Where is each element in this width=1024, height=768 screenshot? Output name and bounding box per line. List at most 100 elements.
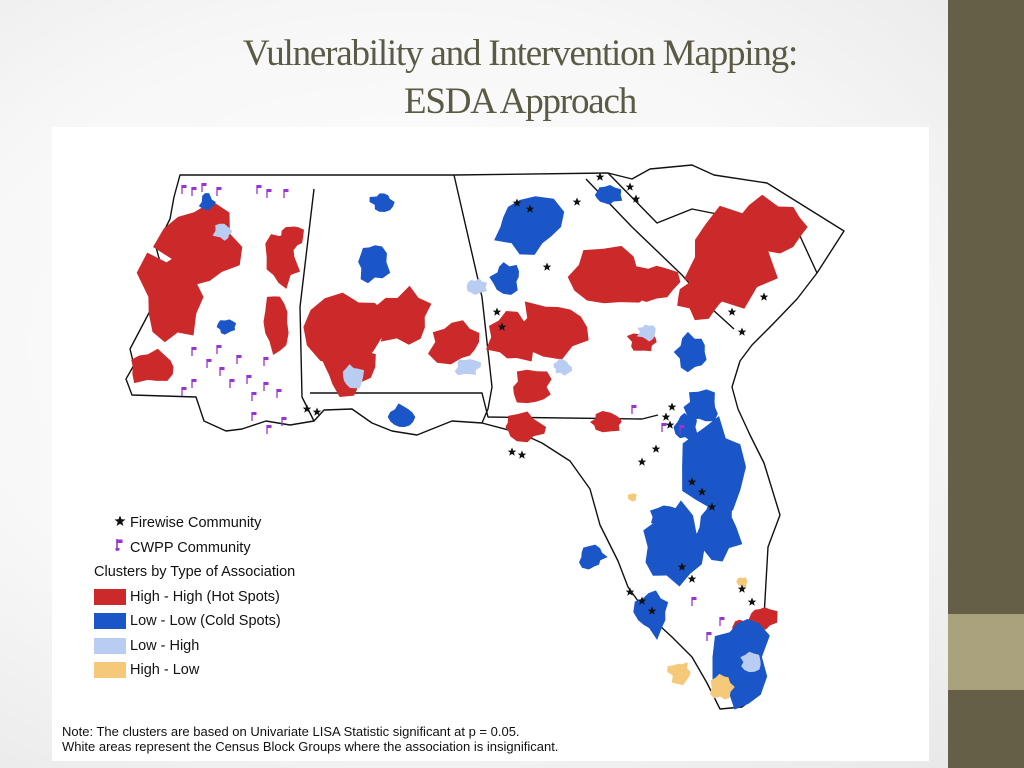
cold-spot-region [358,245,391,284]
hot-spot-region [518,301,589,360]
flag-banner [252,412,257,415]
cluster-regions [131,185,808,710]
cold-spot-region [650,505,685,532]
cwpp-flag-icon [281,417,287,426]
flag-banner [220,367,225,370]
firewise-star-icon [497,322,507,331]
firewise-star-icon [637,457,647,466]
cwpp-flag-icon [201,183,207,192]
hot-spot-region [627,265,681,302]
map-note: Note: The clusters are based on Univaria… [62,724,558,754]
cwpp-flag-icon [706,632,712,641]
firewise-star-icon [512,198,522,207]
flag-banner [192,347,197,350]
flag-banner [692,597,697,600]
map-legend: Firewise Community CWPP Community Cluste… [94,511,394,683]
cold-spot-region [489,262,519,295]
cold-spot-swatch [94,613,126,629]
cluster-map [125,164,845,710]
high-low-region [667,662,691,686]
firewise-star-icon [525,204,535,213]
cwpp-flag-icon [266,425,272,434]
cwpp-flag-icon [246,375,252,384]
cwpp-flag-icon [691,597,697,606]
flag-banner [277,389,282,392]
legend-row-hot: High - High (Hot Spots) [94,585,394,610]
cold-spot-region [683,389,718,422]
firewise-star-icon [697,487,707,496]
firewise-star-icon [302,404,312,413]
firewise-star-icon [737,327,747,336]
cwpp-flag-icon [661,423,667,432]
firewise-star-icon [625,182,635,191]
cold-spot-region [527,198,557,226]
cold-spot-region [369,193,395,212]
cwpp-flag-icon [263,382,269,391]
purple-flag-icon [105,536,135,560]
firewise-star-icon [312,407,322,416]
al-ga-line [453,174,493,424]
flag-banner [284,189,289,192]
title-line-1: Vulnerability and Intervention Mapping: [242,33,798,74]
flag-banner [264,382,269,385]
flag-banner [237,355,242,358]
legend-label-cold: Low - Low (Cold Spots) [130,613,281,629]
flag-banner [192,187,197,190]
cwpp-flag-icon [216,187,222,196]
cwpp-flag-icon [256,185,262,194]
high-low-region [710,673,735,700]
cwpp-flag-icon [679,425,685,434]
cold-spot-region [673,331,707,373]
firewise-star-icon [661,412,671,421]
hot-spot-region [428,320,480,365]
cwpp-flag-icon [191,379,197,388]
ga-fl-line [310,392,659,420]
cwpp-flag-icon [283,189,289,198]
hot-spot-swatch [94,588,126,605]
firewise-star-icon [631,194,641,203]
flag-banner [282,417,287,420]
firewise-star-icon [492,307,502,316]
low-high-region [553,358,573,376]
firewise-markers [302,172,769,615]
flag-banner [230,379,235,382]
cold-spot-region [594,185,623,205]
cwpp-flag-icon [266,189,272,198]
region-outline [125,164,845,710]
firewise-star-icon [687,574,697,583]
firewise-star-icon [687,477,697,486]
cold-spot-region [682,416,746,511]
high-low-region [627,493,638,502]
side-accent [948,614,1024,690]
legend-row-cold: Low - Low (Cold Spots) [94,609,394,634]
low-high-region [342,364,365,389]
map-panel: Firewise Community CWPP Community Cluste… [52,127,929,761]
cwpp-flag-icon [206,359,212,368]
note-line-1: Note: The clusters are based on Univaria… [62,724,520,739]
firewise-star-icon [572,197,582,206]
cwpp-flag-icon [181,387,187,396]
flag-banner [217,345,222,348]
legend-label-firewise: Firewise Community [130,515,262,531]
low-high-region [466,278,487,295]
low-high-swatch [94,637,126,654]
hot-spot-region [281,226,304,253]
flag-banner [267,425,272,428]
hot-spot-region [376,285,432,345]
cwpp-flag-icon [181,185,187,194]
firewise-star-icon [517,450,527,459]
ga-sc-line [585,178,735,330]
cold-spot-region [387,403,416,427]
cold-spot-region [633,590,669,640]
firewise-star-icon [651,444,661,453]
flag-banner [182,185,187,188]
flag-banner [662,423,667,426]
firewise-star-icon [507,447,517,456]
cwpp-flag-icon [236,355,242,364]
legend-row-high-low: High - Low [94,658,394,683]
hot-spot-region [136,252,204,343]
flag-banner [267,189,272,192]
firewise-star-icon [747,597,757,606]
cwpp-flag-icon [719,617,725,626]
flag-banner [202,183,207,186]
